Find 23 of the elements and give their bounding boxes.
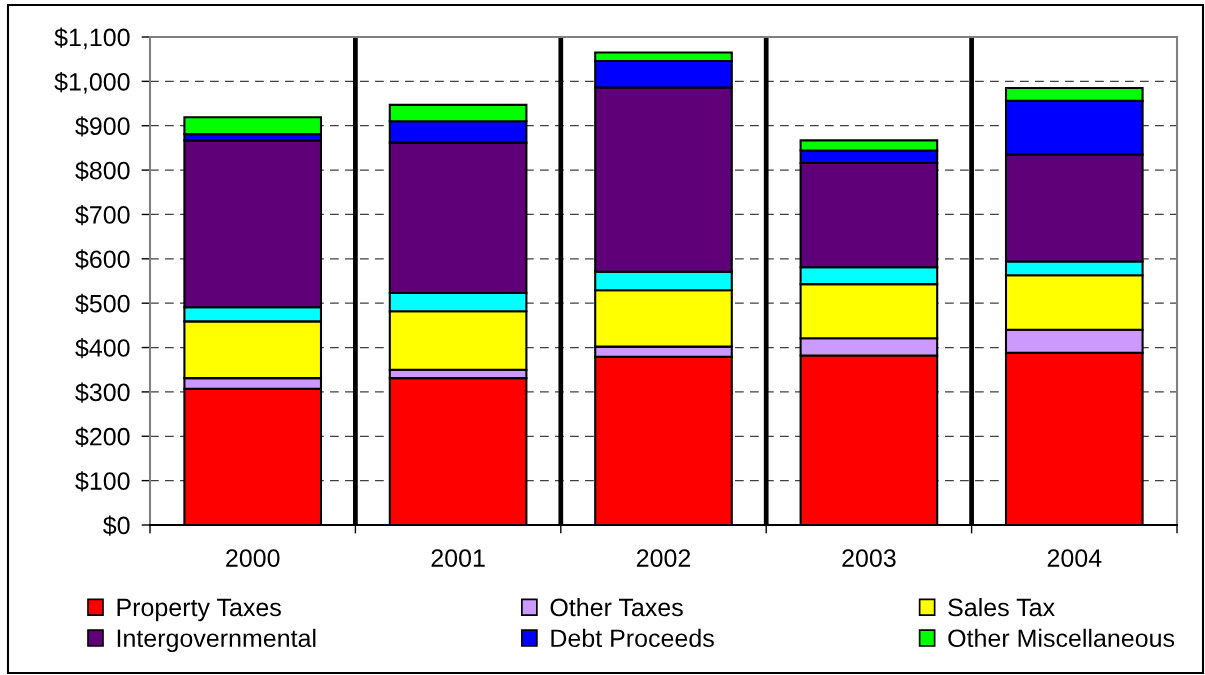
legend-label: Sales Tax [948,597,1055,617]
y-tick-label: $300 [75,382,130,403]
legend-label: Debt Proceeds [551,628,714,648]
x-tick-label: 2001 [431,549,485,567]
legend-label: Other Taxes [550,597,683,617]
legend-label: Property Taxes [117,598,281,622]
y-tick-label: $400 [75,338,130,359]
y-tick-label: $600 [75,249,130,270]
x-tick-label: 2004 [1047,549,1102,567]
y-tick-label: $700 [75,205,130,226]
y-tick-label: $0 [103,515,130,536]
x-tick-label: 2000 [226,549,280,567]
y-tick-label: $200 [75,426,130,448]
legend-label: Intergovernmental [117,628,316,653]
y-tick-label: $500 [75,293,130,314]
x-tick-label: 2002 [636,549,691,567]
y-tick-label: $800 [75,160,130,181]
y-tick-label: $1,100 [54,27,130,50]
legend-label: Other Miscellaneous [948,628,1175,648]
x-tick-label: 2003 [842,549,896,567]
y-tick-label: $1,000 [54,71,130,94]
y-tick-label: $900 [75,116,130,137]
y-tick-label: $100 [75,471,130,492]
